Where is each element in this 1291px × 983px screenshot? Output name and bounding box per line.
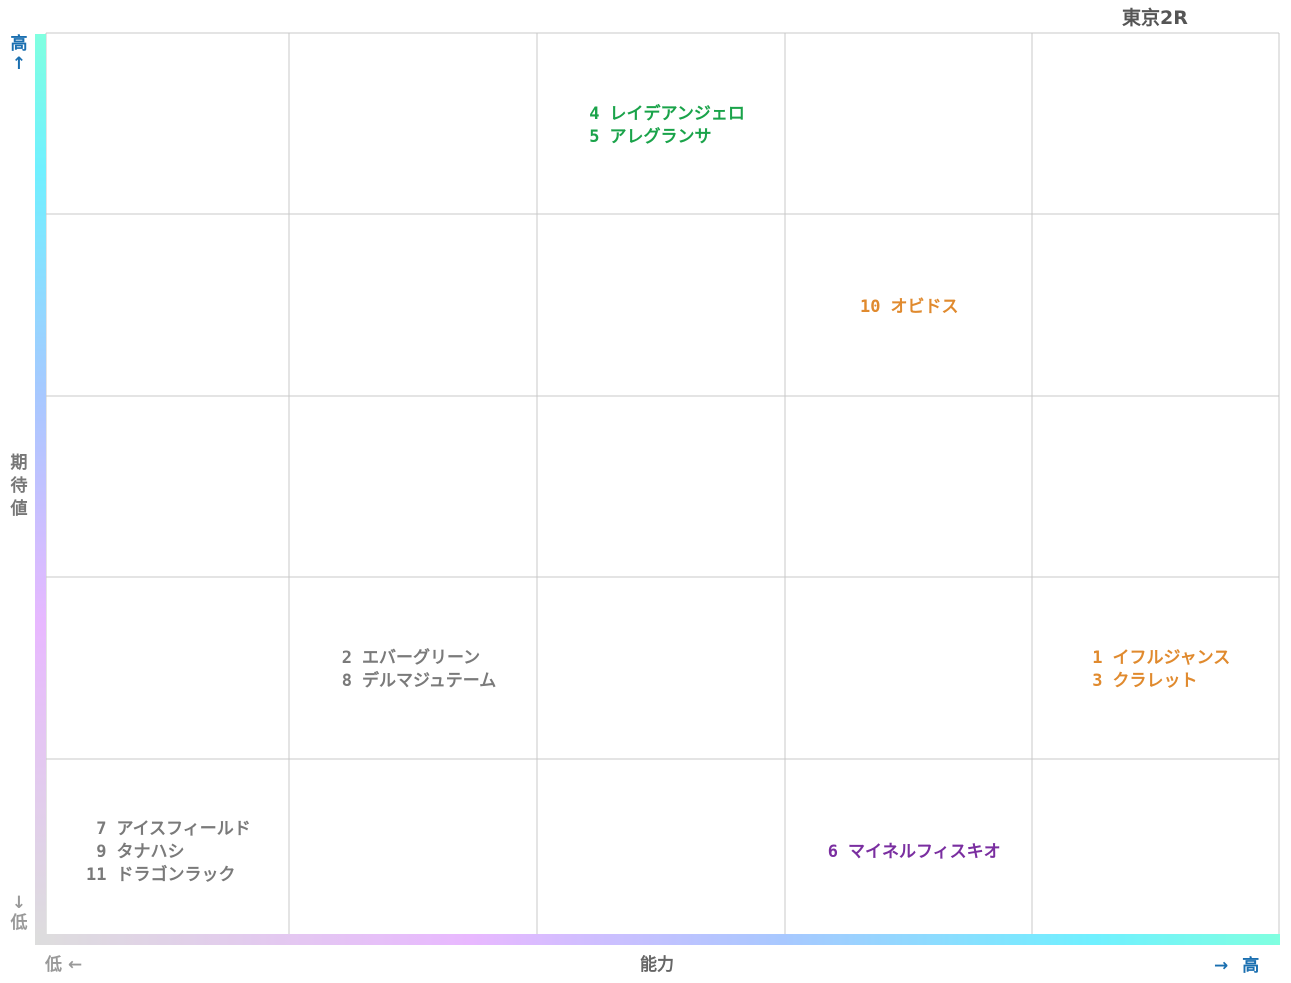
y-axis-low-label: ↓低 xyxy=(9,893,29,933)
horse-entry: 2 エバーグリーン xyxy=(330,647,496,670)
x-axis-bar xyxy=(35,934,1280,945)
horse-entry: 1 イフルジャンス xyxy=(1081,647,1231,670)
horse-group: 2 エバーグリーン 8 デルマジュテーム xyxy=(330,647,497,693)
y-axis-bar xyxy=(35,34,46,943)
horse-name: デルマジュテーム xyxy=(362,671,497,691)
horse-number: 4 xyxy=(589,103,600,124)
horse-number: 9 xyxy=(96,842,107,862)
horse-number: 6 xyxy=(827,842,838,862)
x-axis-high-arrow: → xyxy=(1214,956,1229,976)
horse-entry: 7 アイスフィールド xyxy=(85,818,251,841)
horse-entry: 9 タナハシ xyxy=(85,841,251,864)
horse-group: 7 アイスフィールド 9 タナハシ 11 ドラゴンラック xyxy=(85,818,251,887)
y-axis-label: 期待値 xyxy=(9,452,29,521)
horse-name: エバーグリーン xyxy=(362,648,481,668)
horse-entry: 8 デルマジュテーム xyxy=(330,670,497,693)
horse-entry: 11 ドラゴンラック xyxy=(85,864,251,887)
horse-name: アイスフィールド xyxy=(116,819,251,839)
grid-lines xyxy=(45,32,1280,943)
x-axis-label: 能力 xyxy=(640,955,674,975)
horse-number: 3 xyxy=(1092,671,1103,691)
horse-number: 8 xyxy=(341,671,352,691)
horse-entry: 5 アレグランサ xyxy=(578,126,745,149)
chart-title: 東京2R xyxy=(1122,7,1188,29)
horse-entry: 4 レイデアンジェロ xyxy=(578,103,745,126)
horse-entry: 6 マイネルフィスキオ xyxy=(816,841,1001,864)
y-axis-high-text: 高↑ xyxy=(10,34,28,74)
horse-number: 1 xyxy=(1092,648,1103,668)
horse-entry: 3 クラレット xyxy=(1081,670,1231,693)
x-axis-low-label: 低 ← xyxy=(45,955,83,975)
horse-number: 5 xyxy=(589,126,600,147)
horse-name: イフルジャンス xyxy=(1112,648,1231,668)
horse-group: 6 マイネルフィスキオ xyxy=(816,841,1001,864)
horse-name: マイネルフィスキオ xyxy=(848,842,1001,862)
horse-name: アレグランサ xyxy=(609,126,712,147)
horse-name: ドラゴンラック xyxy=(116,865,236,885)
horse-name: オビドス xyxy=(890,296,959,317)
horse-name: タナハシ xyxy=(116,842,185,862)
horse-number: 7 xyxy=(96,819,107,839)
y-axis-low-text: ↓低 xyxy=(10,893,28,933)
horse-number: 2 xyxy=(341,648,352,668)
horse-group: 4 レイデアンジェロ 5 アレグランサ xyxy=(578,103,745,149)
x-axis-high-label: → 高 xyxy=(1214,951,1259,976)
y-axis-label-text: 期待値 xyxy=(10,453,28,519)
horse-number: 11 xyxy=(86,865,107,885)
horse-group: 1 イフルジャンス 3 クラレット xyxy=(1081,647,1231,693)
horse-group: 10 オビドス xyxy=(859,296,959,319)
y-axis-high-label: 高↑ xyxy=(9,34,29,74)
horse-name: レイデアンジェロ xyxy=(609,103,745,124)
horse-name: クラレット xyxy=(1112,671,1198,691)
horse-entry: 10 オビドス xyxy=(859,296,959,319)
horse-number: 10 xyxy=(860,296,881,317)
x-axis-high-text: 高 xyxy=(1242,956,1260,976)
